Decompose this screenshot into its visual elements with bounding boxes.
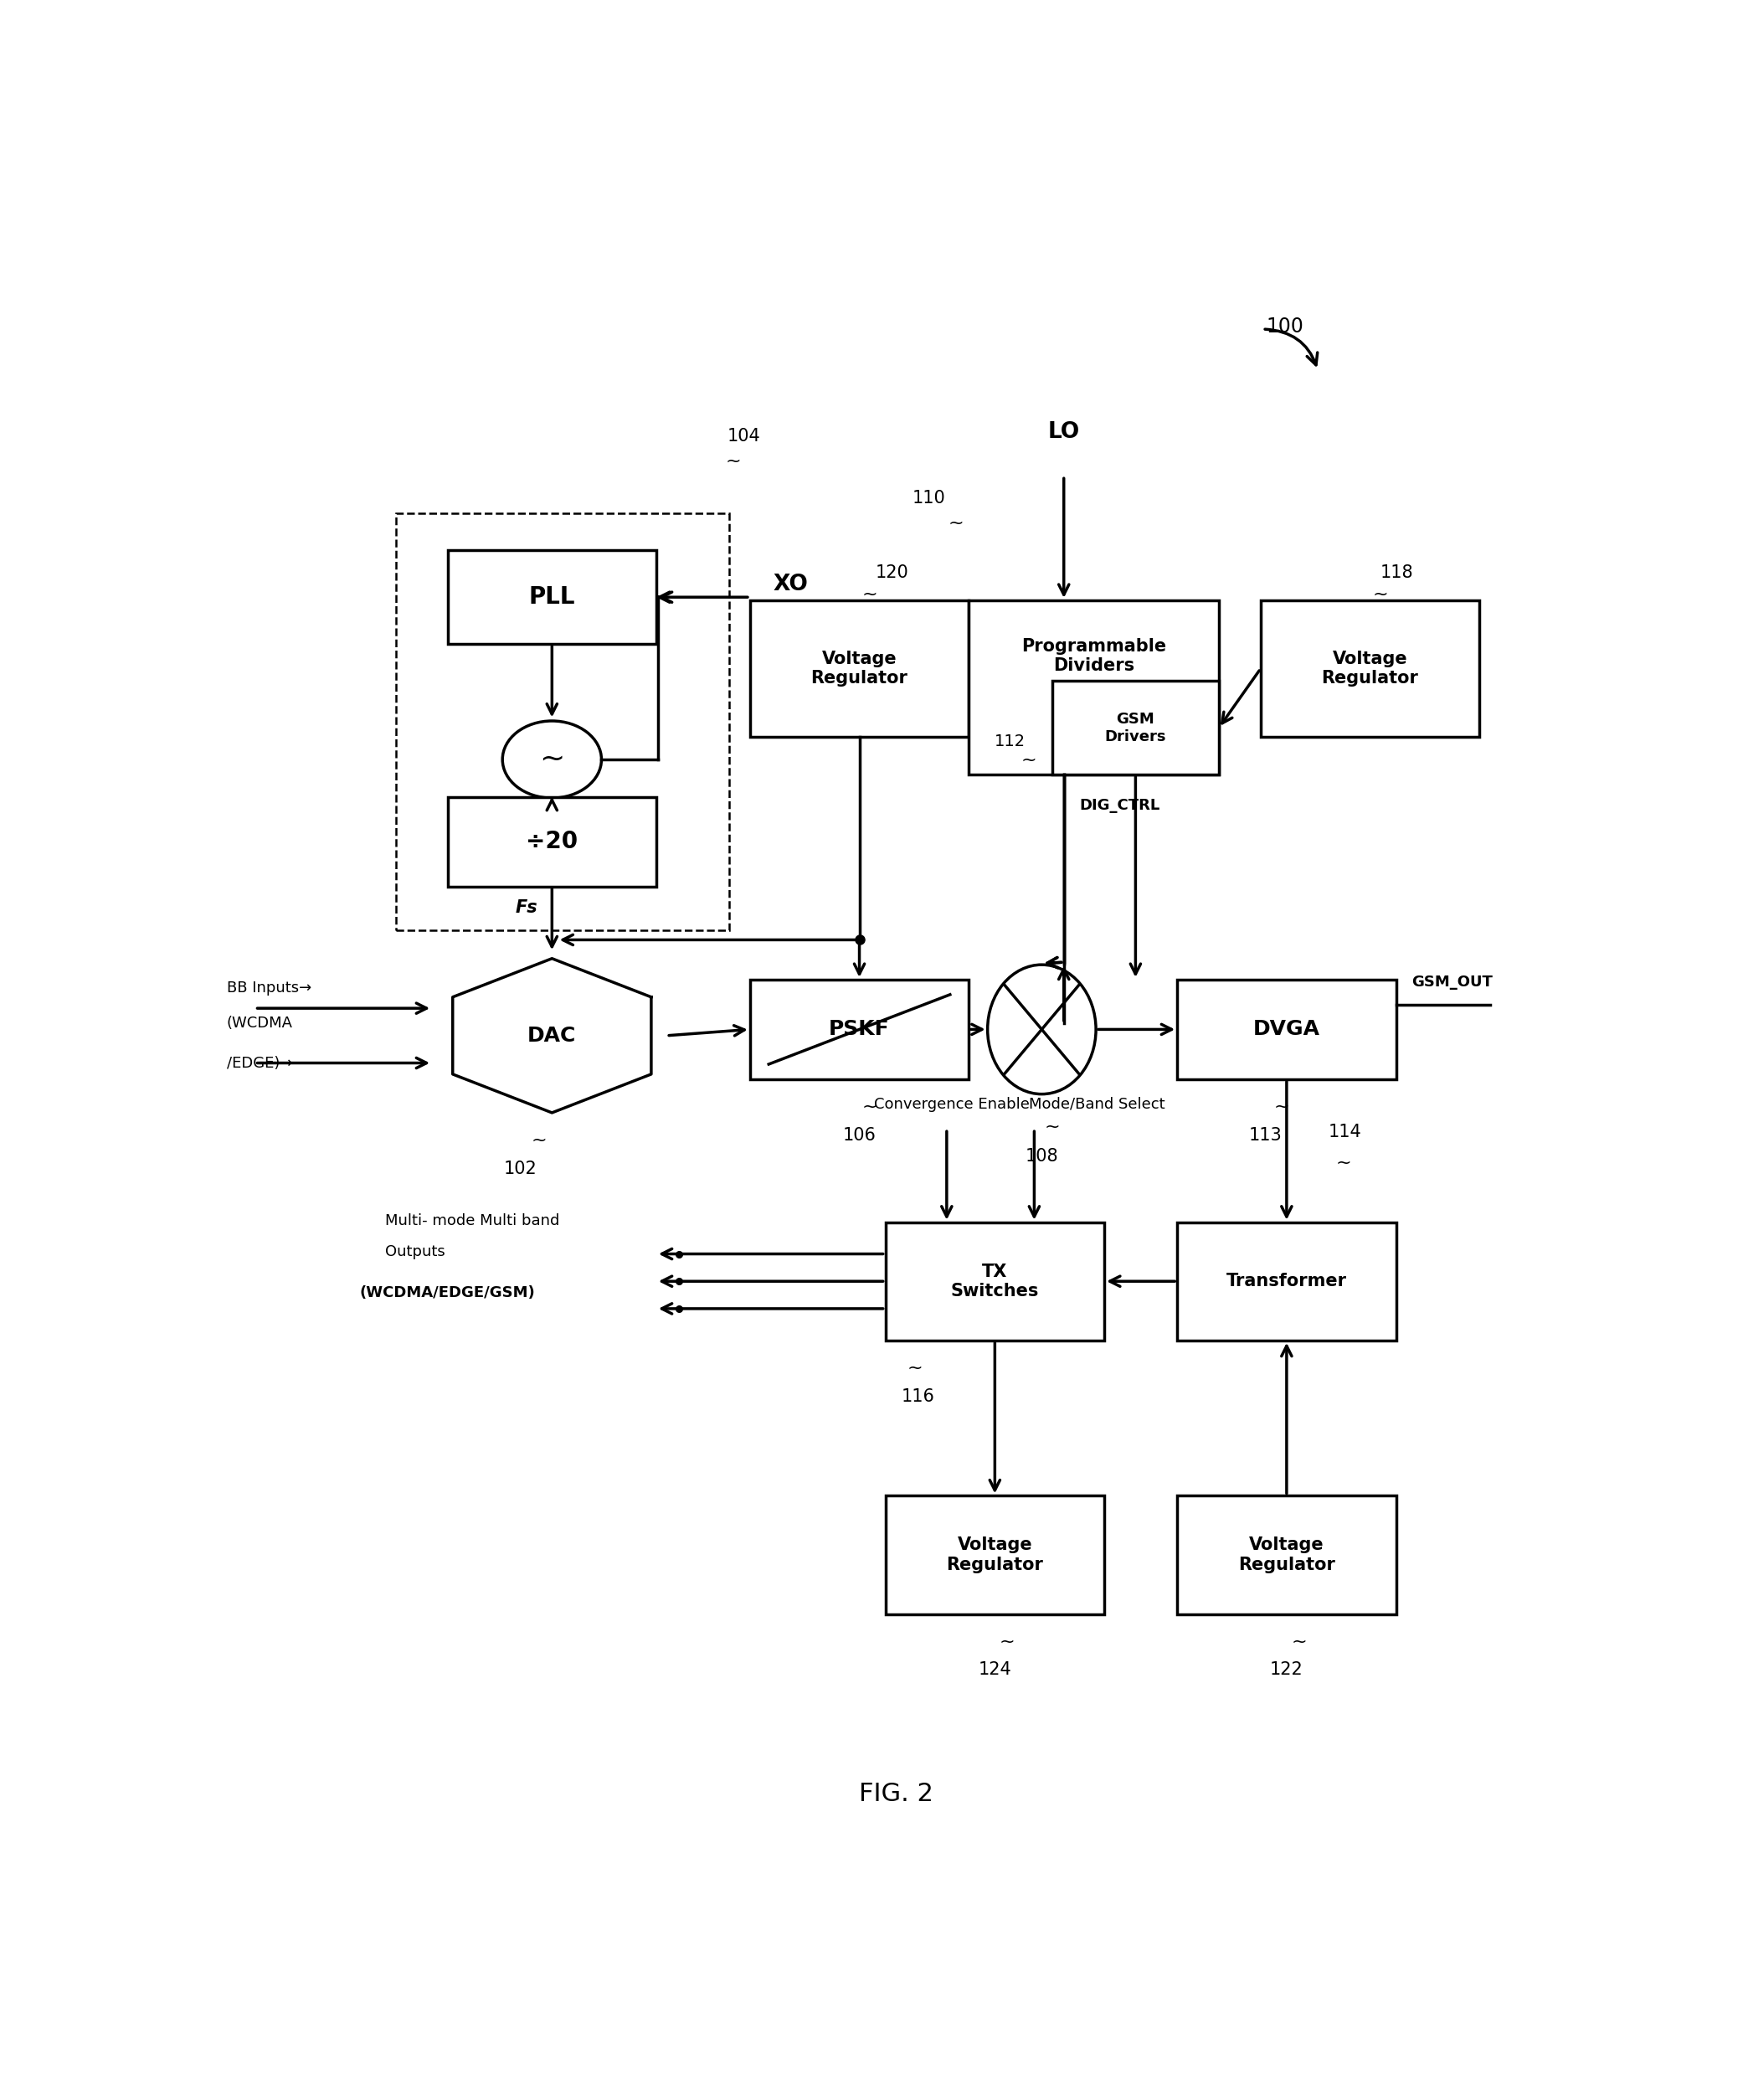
- Text: 112: 112: [995, 733, 1026, 750]
- Text: TX
Switches: TX Switches: [951, 1264, 1038, 1300]
- Text: ~: ~: [1292, 1634, 1308, 1651]
- Text: Mode/Band Select: Mode/Band Select: [1028, 1096, 1164, 1111]
- Text: FIG. 2: FIG. 2: [858, 1783, 933, 1806]
- Text: BB Inputs→: BB Inputs→: [227, 981, 311, 995]
- Text: ~: ~: [531, 1132, 547, 1149]
- Text: PLL: PLL: [528, 586, 575, 609]
- Text: Convergence Enable: Convergence Enable: [874, 1096, 1030, 1111]
- Bar: [886, 1222, 1105, 1340]
- Text: ~: ~: [907, 1359, 923, 1376]
- Ellipse shape: [502, 720, 601, 798]
- Bar: [750, 979, 968, 1079]
- Text: Programmable
Dividers: Programmable Dividers: [1021, 638, 1166, 674]
- Bar: [395, 512, 729, 930]
- Bar: [1176, 1495, 1397, 1615]
- Text: 118: 118: [1381, 565, 1414, 582]
- Bar: [968, 601, 1218, 775]
- Bar: [1052, 680, 1218, 775]
- Polygon shape: [453, 958, 652, 1113]
- Bar: [886, 1495, 1105, 1615]
- Text: ~: ~: [862, 586, 877, 603]
- Text: Voltage
Regulator: Voltage Regulator: [946, 1537, 1044, 1573]
- Text: ~: ~: [1372, 586, 1388, 603]
- Text: 122: 122: [1271, 1661, 1304, 1678]
- Text: ~: ~: [1044, 1117, 1059, 1134]
- Text: Transformer: Transformer: [1227, 1273, 1348, 1289]
- Text: DIG_CTRL: DIG_CTRL: [1080, 798, 1161, 813]
- Text: Voltage
Regulator: Voltage Regulator: [811, 651, 907, 687]
- Text: 108: 108: [1024, 1149, 1058, 1166]
- Text: ~: ~: [538, 746, 565, 773]
- Bar: [750, 601, 968, 737]
- Text: GSM_OUT: GSM_OUT: [1412, 974, 1493, 989]
- Text: ~: ~: [1000, 1634, 1016, 1651]
- Text: 102: 102: [503, 1161, 537, 1178]
- Text: 110: 110: [912, 489, 946, 506]
- Text: LO: LO: [1047, 422, 1080, 443]
- Bar: [447, 796, 656, 886]
- Bar: [1176, 979, 1397, 1079]
- Text: Outputs: Outputs: [385, 1245, 446, 1260]
- Text: GSM
Drivers: GSM Drivers: [1105, 712, 1166, 743]
- Text: ~: ~: [949, 514, 965, 531]
- Text: /EDGE)→: /EDGE)→: [227, 1056, 292, 1071]
- Text: ~: ~: [1021, 752, 1037, 769]
- Text: ~: ~: [725, 454, 741, 468]
- Text: 100: 100: [1266, 317, 1304, 336]
- Text: 113: 113: [1250, 1128, 1283, 1145]
- Text: ÷20: ÷20: [526, 830, 579, 853]
- Text: 104: 104: [727, 428, 760, 445]
- Text: PSKF: PSKF: [829, 1018, 890, 1040]
- Text: 116: 116: [900, 1388, 935, 1405]
- Text: XO: XO: [773, 573, 808, 596]
- Text: 124: 124: [979, 1661, 1012, 1678]
- Bar: [1176, 1222, 1397, 1340]
- Text: ~: ~: [862, 1098, 877, 1115]
- Bar: [1260, 601, 1479, 737]
- Text: ~: ~: [1335, 1155, 1351, 1172]
- Text: DVGA: DVGA: [1253, 1018, 1320, 1040]
- Text: Voltage
Regulator: Voltage Regulator: [1321, 651, 1418, 687]
- Text: DAC: DAC: [528, 1025, 577, 1046]
- Text: Voltage
Regulator: Voltage Regulator: [1238, 1537, 1335, 1573]
- Text: ~: ~: [1274, 1098, 1290, 1115]
- Bar: [447, 550, 656, 645]
- Text: (WCDMA/EDGE/GSM): (WCDMA/EDGE/GSM): [358, 1285, 535, 1300]
- Text: 120: 120: [876, 565, 909, 582]
- Circle shape: [988, 964, 1096, 1094]
- Text: 106: 106: [843, 1128, 876, 1145]
- Text: (WCDMA: (WCDMA: [227, 1016, 294, 1031]
- Text: 114: 114: [1328, 1124, 1362, 1140]
- Text: Multi- mode Multi band: Multi- mode Multi band: [385, 1214, 559, 1228]
- Text: Fs: Fs: [516, 899, 538, 916]
